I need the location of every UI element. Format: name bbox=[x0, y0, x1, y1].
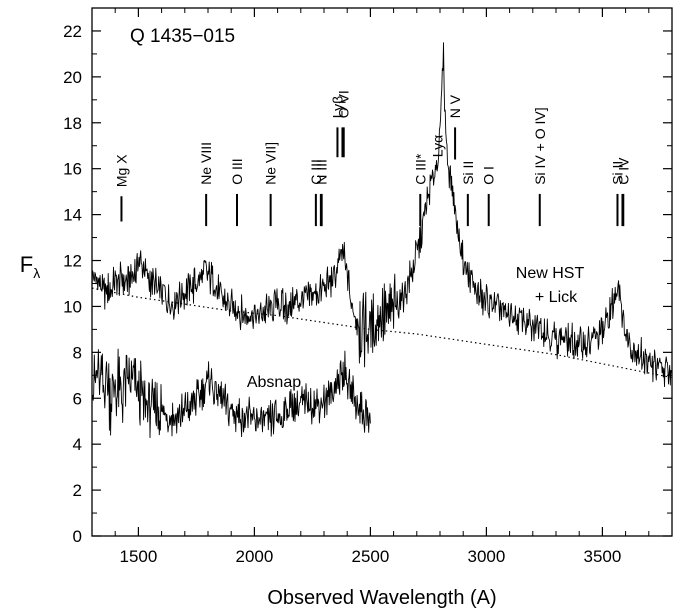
line-id-label: O III bbox=[229, 158, 245, 184]
y-tick-label: 16 bbox=[63, 160, 82, 179]
line-id-label: Ne VIII bbox=[198, 142, 214, 185]
y-tick-label: 14 bbox=[63, 206, 82, 225]
y-tick-label: 10 bbox=[63, 297, 82, 316]
y-axis-title: Fλ bbox=[20, 252, 40, 281]
line-id-label: Mg X bbox=[114, 154, 130, 187]
line-id-label: Lyα bbox=[430, 135, 446, 157]
line-id-label: O I bbox=[481, 166, 497, 185]
y-axis-title-main: F bbox=[20, 252, 33, 277]
series-label-absnap: Absnap bbox=[247, 374, 301, 391]
y-tick-label: 20 bbox=[63, 68, 82, 87]
x-axis-title: Observed Wavelength (A) bbox=[267, 587, 496, 609]
y-tick-label: 18 bbox=[63, 114, 82, 133]
chart-title: Q 1435−015 bbox=[130, 26, 235, 47]
x-tick-label: 2500 bbox=[351, 547, 389, 566]
line-id-label: C III bbox=[308, 159, 324, 185]
series-labels: New HST + Lick Absnap bbox=[247, 265, 585, 391]
y-tick-label: 22 bbox=[63, 22, 82, 41]
y-tick-label: 6 bbox=[73, 389, 82, 408]
plot-frame bbox=[91, 7, 673, 537]
series-line-0 bbox=[91, 42, 673, 388]
line-id-label: Ne VII] bbox=[263, 142, 279, 185]
x-tick-label: 3500 bbox=[583, 547, 621, 566]
line-id-label: Si II bbox=[460, 161, 476, 185]
x-tick-label: 1500 bbox=[119, 547, 157, 566]
y-tick-label: 8 bbox=[73, 343, 82, 362]
line-id-label: N V bbox=[447, 94, 463, 118]
y-tick-label: 4 bbox=[73, 435, 82, 454]
series-label-hst-line1: New HST bbox=[516, 265, 585, 282]
line-id-label: C IV bbox=[615, 157, 631, 185]
line-id-label: C III* bbox=[412, 153, 428, 185]
y-tick-label: 0 bbox=[73, 527, 82, 546]
x-tick-label: 3000 bbox=[467, 547, 505, 566]
line-id-label: O VI bbox=[336, 90, 352, 118]
series-line-1 bbox=[91, 348, 371, 439]
line-id-label: Si IV + O IV] bbox=[532, 107, 548, 184]
line-id-label: Lyβ bbox=[330, 96, 346, 118]
series-layer bbox=[91, 42, 673, 439]
axis-ticks: 1500 2000 2500 3000 3500 0 2 4 6 8 10 12 14 16 18 20 22 bbox=[63, 7, 673, 566]
y-tick-label: 12 bbox=[63, 252, 82, 271]
series-label-hst-line2: + Lick bbox=[535, 289, 578, 306]
line-id-label: N III bbox=[314, 159, 330, 185]
y-tick-label: 2 bbox=[73, 481, 82, 500]
line-id-label: Si II bbox=[610, 161, 626, 185]
x-tick-label: 2000 bbox=[235, 547, 273, 566]
y-axis-title-sub: λ bbox=[33, 265, 40, 281]
